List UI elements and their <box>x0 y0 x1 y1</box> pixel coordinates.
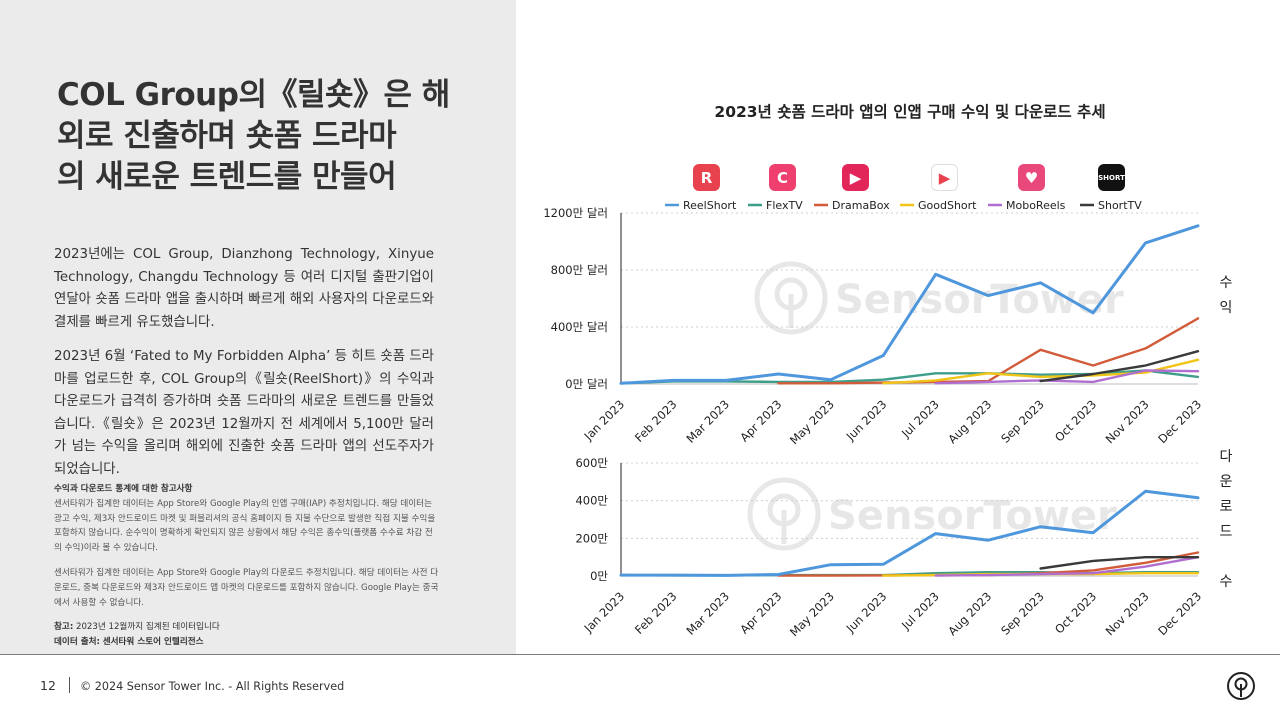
downloads-x-tick-label: Jan 2023 <box>581 589 627 635</box>
source-label: 데이터 출처: <box>54 637 100 648</box>
downloads-series-reelshort <box>619 489 1200 577</box>
downloads-x-tick-label: Dec 2023 <box>1155 589 1204 638</box>
footer-divider <box>0 654 1280 655</box>
downloads-x-tick-label: Jul 2023 <box>898 589 942 633</box>
revenue-y-tick-label: 0만 달러 <box>565 377 608 391</box>
downloads-y-tick-label: 0만 <box>590 569 608 583</box>
revenue-series-moboreels <box>934 369 1200 385</box>
body-paragraph-1: 2023년에는 COL Group, Dianzhong Technology,… <box>54 247 434 330</box>
revenue-y-tick-label: 400만 달러 <box>551 320 608 334</box>
sensor-tower-logo-icon <box>1227 672 1255 700</box>
revenue-series-shorttv <box>1039 350 1200 383</box>
reelshort-app-icon: R <box>693 164 720 191</box>
source-note: 데이터 출처: 센서타워 스토어 인텔리전스 <box>54 635 439 650</box>
downloads-axis-title-char: 수 <box>1220 574 1233 590</box>
downloads-x-tick-label: Mar 2023 <box>684 589 733 638</box>
slide-title: COL Group의《릴숏》은 해 외로 진출하며 숏폼 드라마 의 새로운 트… <box>57 75 450 198</box>
downloads-axis-title-char: 로 <box>1220 499 1233 515</box>
legend-label-moboreels: MoboReels <box>1006 199 1066 212</box>
svg-text:SensorTower: SensorTower <box>835 277 1124 323</box>
shorttv-app-icon: SHORT <box>1098 164 1125 191</box>
revenue-note: 센서타워가 집계한 데이터는 App Store와 Google Play의 인… <box>54 498 436 554</box>
revenue-y-tick-label: 1200만 달러 <box>543 206 608 220</box>
revenue-x-tick-label: Oct 2023 <box>1052 397 1099 444</box>
revenue-x-tick-label: Feb 2023 <box>632 397 680 445</box>
title-line-1: COL Group의《릴숏》은 해 <box>57 77 450 113</box>
page-number: 12 <box>40 678 56 693</box>
revenue-axis-title-char: 수 <box>1220 275 1233 291</box>
revenue-x-tick-label: Aug 2023 <box>945 397 994 446</box>
downloads-x-tick-label: Oct 2023 <box>1052 589 1099 636</box>
footer-separator <box>69 677 70 693</box>
data-notes: 수익과 다운로드 통계에 대한 참고사항 센서타워가 집계한 데이터는 App … <box>54 482 439 650</box>
revenue-x-tick-label: Dec 2023 <box>1155 397 1204 446</box>
downloads-y-tick-label: 200만 <box>575 531 608 545</box>
source-text: 센서타워 스토어 인텔리전스 <box>102 637 204 648</box>
left-text-panel <box>0 0 516 654</box>
downloads-axis-title-char: 운 <box>1220 474 1233 490</box>
chart-title: 2023년 숏폼 드라마 앱의 인앱 구매 수익 및 다운로드 추세 <box>714 103 1106 121</box>
revenue-x-tick-label: Jul 2023 <box>898 397 942 441</box>
downloads-axis-title-char: 드 <box>1220 524 1233 540</box>
download-note: 센서타워가 집계한 데이터는 App Store와 Google Play의 다… <box>54 567 439 608</box>
legend-label-reelshort: ReelShort <box>683 199 737 212</box>
trend-charts: ReelShort FlexTV DramaBox GoodShort MoboReel… <box>543 199 1233 639</box>
downloads-x-tick-label: May 2023 <box>787 589 837 639</box>
revenue-x-tick-label: May 2023 <box>787 397 837 447</box>
revenue-y-tick-label: 800만 달러 <box>551 263 608 277</box>
title-line-3: 의 새로운 트렌드를 만들어 <box>57 159 397 195</box>
svg-text:SensorTower: SensorTower <box>828 493 1117 539</box>
downloads-x-tick-label: Jun 2023 <box>843 589 890 636</box>
copyright-text: © 2024 Sensor Tower Inc. - All Rights Re… <box>80 680 345 693</box>
body-paragraph-2: 2023년 6월 ‘Fated to My Forbidden Alpha’ 등… <box>54 349 434 477</box>
legend-label-shorttv: ShortTV <box>1098 199 1142 212</box>
downloads-x-tick-label: Sep 2023 <box>998 589 1047 638</box>
downloads-series-moboreels <box>934 556 1200 577</box>
revenue-x-tick-label: Sep 2023 <box>998 397 1047 446</box>
revenue-series-reelshort <box>619 224 1200 385</box>
dramabox-app-icon: ▶ <box>842 164 869 191</box>
downloads-axis-title-char: 다 <box>1220 449 1233 465</box>
revenue-series-goodshort <box>882 358 1200 385</box>
revenue-x-tick-label: Mar 2023 <box>684 397 733 446</box>
goodshort-app-icon: ▶ <box>931 164 958 191</box>
revenue-axis-title-char: 익 <box>1220 300 1233 316</box>
reference-label: 참고: <box>54 622 74 633</box>
downloads-y-tick-label: 400만 <box>575 494 608 508</box>
notes-heading: 수익과 다운로드 통계에 대한 참고사항 <box>54 484 193 494</box>
downloads-x-tick-label: Nov 2023 <box>1103 589 1152 638</box>
revenue-x-tick-label: Apr 2023 <box>737 397 784 444</box>
revenue-x-tick-label: Jan 2023 <box>581 397 627 443</box>
legend-label-flextv: FlexTV <box>766 199 803 212</box>
reference-text: 2023년 12월까지 집계된 데이터입니다 <box>75 622 220 633</box>
downloads-x-tick-label: Aug 2023 <box>945 589 994 638</box>
downloads-series-shorttv <box>1039 556 1200 570</box>
revenue-x-tick-label: Nov 2023 <box>1103 397 1152 446</box>
sensor-tower-watermark-downloads: SensorTower <box>747 477 1117 551</box>
legend-label-goodshort: GoodShort <box>918 199 977 212</box>
downloads-x-tick-label: Feb 2023 <box>632 589 680 637</box>
downloads-y-tick-label: 600만 <box>575 456 608 470</box>
flextv-app-icon: C <box>769 164 796 191</box>
moboreels-app-icon: ♥ <box>1018 164 1045 191</box>
reference-note: 참고: 2023년 12월까지 집계된 데이터입니다 <box>54 620 439 635</box>
downloads-x-tick-label: Apr 2023 <box>737 589 784 636</box>
title-line-2: 외로 진출하며 숏폼 드라마 <box>57 118 397 154</box>
legend-label-dramabox: DramaBox <box>832 199 890 212</box>
sensor-tower-watermark-revenue: SensorTower <box>754 261 1124 335</box>
revenue-x-tick-label: Jun 2023 <box>843 397 890 444</box>
